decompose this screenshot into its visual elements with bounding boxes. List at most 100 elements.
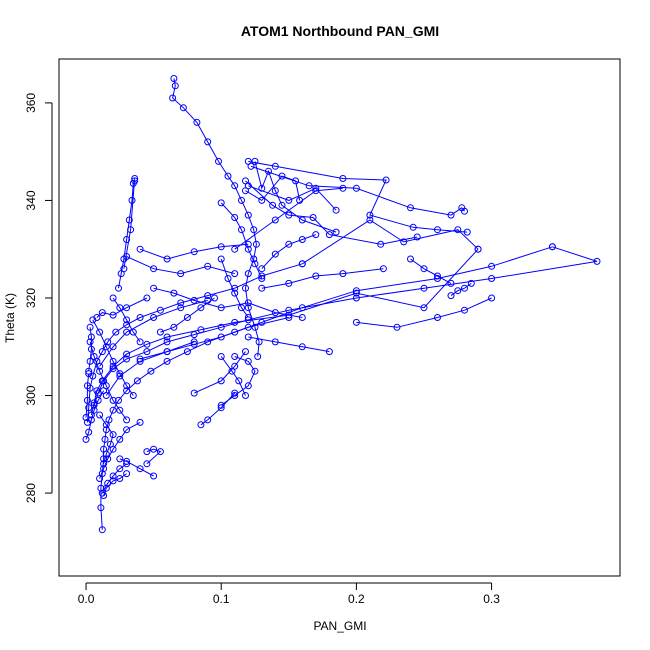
data-point [298, 236, 306, 243]
data-point [251, 323, 259, 331]
series-line [96, 297, 148, 318]
data-point [447, 279, 455, 287]
data-point [123, 382, 131, 390]
data-point [434, 226, 441, 234]
data-point [332, 228, 340, 236]
data-point [179, 104, 187, 112]
data-point [474, 245, 482, 253]
data-point [593, 257, 601, 265]
data-point [109, 343, 117, 351]
y-tick-label: 320 [24, 288, 38, 308]
series-line [234, 187, 343, 250]
series-line [245, 175, 301, 202]
data-point [305, 182, 313, 190]
data-point [258, 318, 266, 326]
series-line [261, 234, 316, 270]
series-line [248, 336, 330, 353]
data-point [409, 223, 417, 231]
y-tick-label: 340 [24, 190, 38, 210]
data-point [129, 179, 137, 187]
series-line [245, 180, 418, 245]
data-point [96, 362, 104, 370]
data-point [231, 182, 239, 190]
data-point [298, 314, 306, 321]
data-point [231, 284, 239, 292]
data-point [217, 199, 225, 207]
data-point [312, 231, 320, 239]
data-point [150, 314, 158, 321]
data-point [125, 216, 133, 224]
data-point [96, 411, 104, 419]
data-point [190, 389, 198, 397]
data-point [244, 240, 252, 248]
series-line [123, 178, 136, 269]
data-point [156, 306, 164, 314]
data-point [109, 357, 117, 365]
plot-frame [58, 58, 621, 577]
data-point [102, 343, 110, 351]
data-point [463, 228, 471, 236]
series-line [126, 256, 235, 275]
data-point [197, 304, 205, 312]
data-point [104, 338, 112, 346]
x-tick-label: 0.1 [213, 592, 230, 606]
data-point [407, 204, 414, 212]
data-point [82, 435, 90, 443]
data-point [217, 404, 225, 412]
series-line [99, 299, 208, 367]
data-point [109, 445, 117, 453]
data-point [102, 450, 110, 458]
data-point [133, 377, 141, 385]
data-point [150, 445, 158, 453]
data-point [136, 465, 144, 473]
data-point [244, 333, 252, 341]
data-point [244, 211, 252, 219]
data-point [298, 216, 306, 224]
data-point [211, 294, 218, 302]
data-point [98, 489, 106, 497]
data-point [265, 167, 272, 175]
data-point [215, 157, 222, 165]
data-point [87, 333, 95, 341]
data-point [116, 465, 124, 473]
data-point [352, 294, 360, 302]
data-point [97, 504, 105, 512]
data-point [109, 431, 117, 439]
data-point [325, 348, 333, 356]
data-point [217, 333, 225, 341]
data-point [238, 196, 245, 204]
data-point [420, 304, 428, 312]
data-point [163, 333, 171, 341]
data-point [420, 265, 428, 273]
data-point [461, 284, 468, 292]
data-point [312, 272, 320, 280]
data-point [247, 162, 255, 170]
data-point [434, 314, 441, 321]
data-point [271, 250, 279, 258]
data-point [163, 348, 171, 356]
series-line [119, 458, 154, 477]
data-point [123, 304, 131, 312]
data-point [204, 138, 212, 146]
data-point [366, 211, 374, 219]
x-axis-label: PAN_GMI [313, 619, 366, 633]
data-point [231, 392, 239, 399]
series-line [105, 341, 195, 396]
data-point [467, 279, 475, 287]
series-line [261, 268, 384, 289]
data-point [332, 206, 340, 214]
data-point [109, 311, 117, 319]
data-point [231, 353, 239, 360]
data-point [454, 226, 462, 234]
data-point [93, 314, 101, 321]
data-point [271, 309, 279, 317]
data-point [123, 460, 131, 468]
data-point [116, 372, 124, 380]
series-line [248, 160, 468, 233]
data-point [163, 255, 171, 263]
data-point [85, 428, 93, 436]
data-point [96, 328, 104, 336]
data-point [170, 289, 178, 297]
series-line [86, 263, 303, 423]
data-point [238, 304, 245, 312]
